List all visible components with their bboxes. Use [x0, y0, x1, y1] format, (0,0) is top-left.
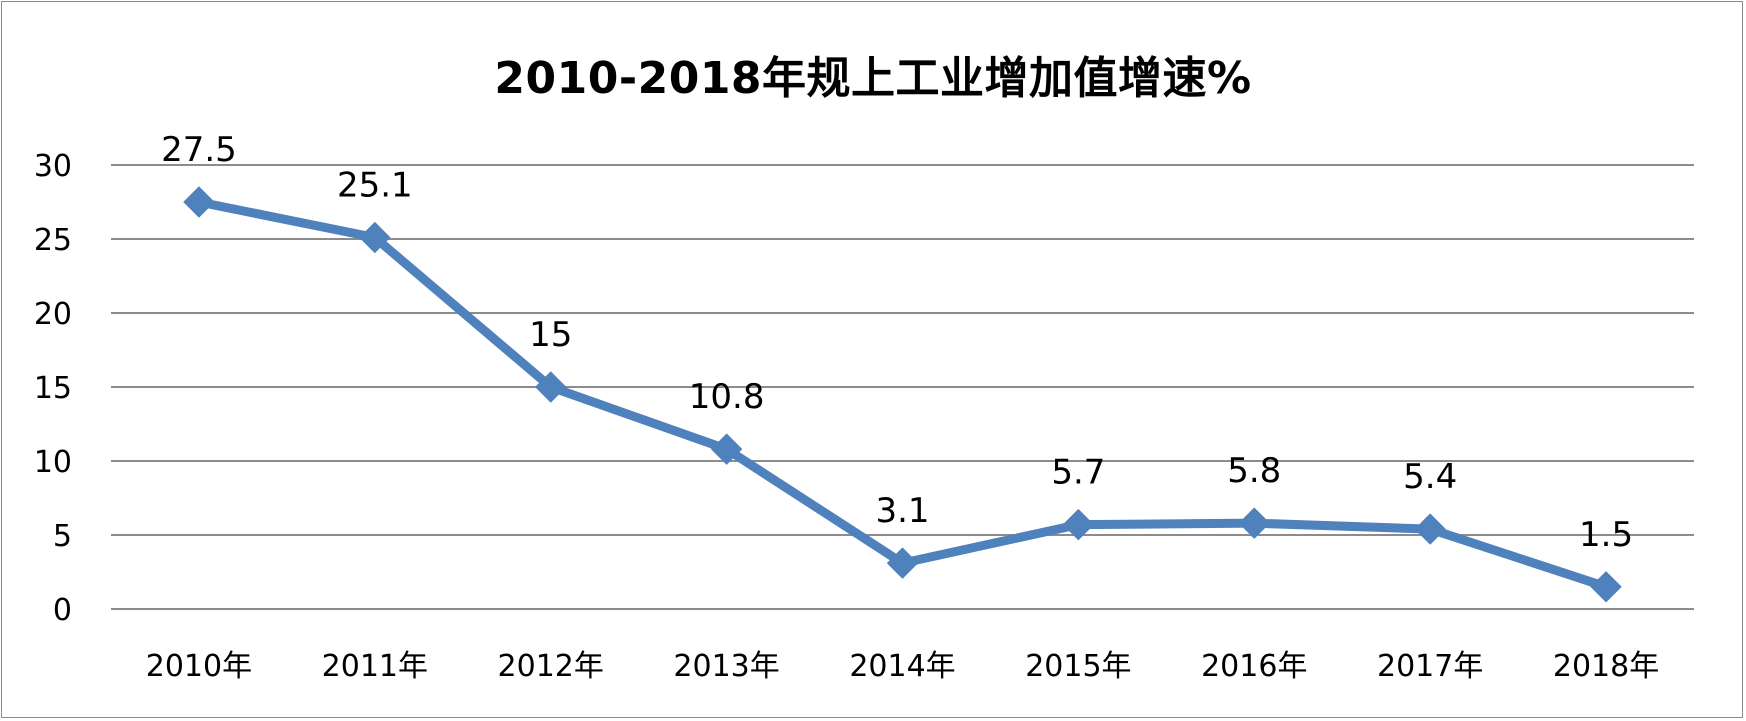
data-label-layer: 27.5 25.1 15 10.8 3.1 5.7 5.8 5.4 1.5: [161, 130, 1633, 555]
data-point-marker: [710, 433, 743, 465]
data-point-marker: [1238, 507, 1270, 539]
y-tick-label: 30: [34, 149, 72, 184]
chart-title: 2010-2018年规上工业增加值增速%: [494, 53, 1252, 104]
x-tick-label: 2016年: [1201, 649, 1307, 684]
data-label: 5.7: [1051, 453, 1105, 493]
x-tick-label: 2013年: [673, 649, 779, 684]
data-label: 1.5: [1579, 515, 1633, 555]
data-point-marker: [359, 221, 391, 254]
x-tick-label: 2010年: [146, 649, 252, 684]
y-tick-label: 25: [34, 223, 72, 258]
y-tick-label: 10: [34, 445, 72, 480]
marker-layer: [183, 186, 1622, 603]
data-label: 25.1: [337, 166, 413, 206]
data-point-marker: [1414, 513, 1446, 545]
x-tick-label: 2014年: [849, 649, 955, 684]
data-label: 5.8: [1227, 451, 1281, 491]
x-tick-label: 2018年: [1553, 649, 1659, 684]
x-tick-label: 2015年: [1025, 649, 1131, 684]
data-point-marker: [1590, 571, 1622, 603]
y-tick-label: 5: [53, 519, 72, 554]
x-tick-label: 2011年: [322, 649, 428, 684]
x-axis-labels: 2010年 2011年 2012年 2013年 2014年 2015年 2016年 2017年…: [146, 649, 1659, 684]
data-label: 3.1: [875, 491, 929, 531]
data-label: 15: [529, 315, 572, 355]
y-tick-label: 20: [34, 297, 72, 332]
y-tick-label: 15: [34, 371, 72, 406]
data-point-marker: [183, 186, 215, 218]
data-point-marker: [1062, 508, 1095, 541]
data-label: 5.4: [1403, 457, 1457, 497]
data-point-marker: [535, 371, 567, 403]
data-label: 10.8: [689, 377, 765, 417]
y-tick-label: 0: [53, 593, 72, 628]
y-axis-labels: 0 5 10 15 20 25 30: [34, 149, 72, 628]
x-tick-label: 2012年: [498, 649, 604, 684]
data-point-marker: [886, 547, 919, 579]
data-label: 27.5: [161, 130, 237, 170]
x-tick-label: 2017年: [1377, 649, 1483, 684]
